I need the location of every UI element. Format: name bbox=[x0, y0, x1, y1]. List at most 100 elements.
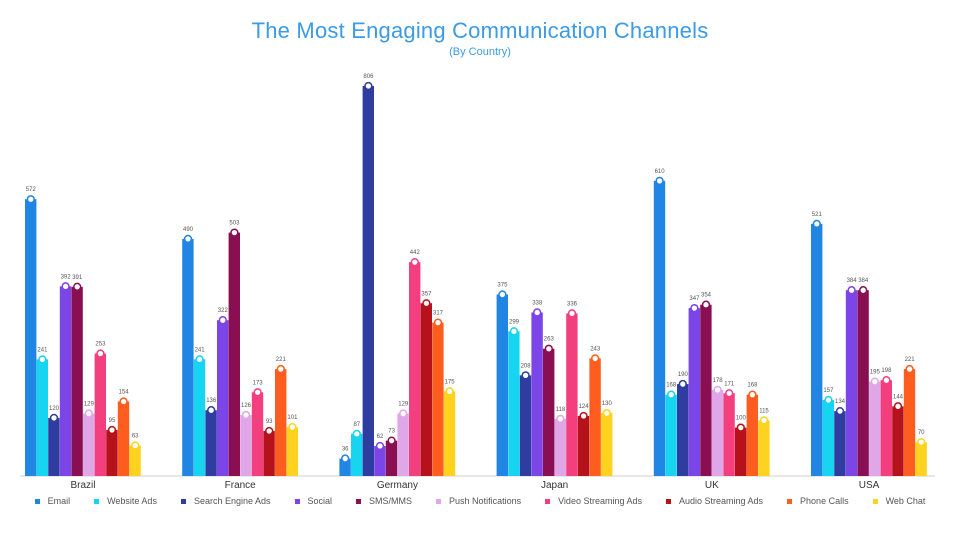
legend-item: Video Streaming Ads bbox=[545, 496, 642, 506]
data-label: 129 bbox=[398, 402, 409, 408]
legend-swatch bbox=[356, 498, 362, 504]
bar-uk-1 bbox=[665, 394, 677, 476]
data-label: 93 bbox=[266, 419, 273, 425]
bar-france-2 bbox=[205, 410, 217, 476]
legend-item: SMS/MMS bbox=[356, 496, 412, 506]
legend-label: Phone Calls bbox=[800, 496, 849, 506]
data-label: 610 bbox=[655, 169, 666, 175]
legend-item: Social bbox=[294, 496, 332, 506]
data-label: 391 bbox=[72, 275, 83, 281]
legend-swatch bbox=[294, 498, 300, 504]
bar-marker bbox=[131, 441, 140, 450]
bar-marker bbox=[498, 290, 507, 299]
bar-marker bbox=[445, 387, 454, 396]
bar-marker bbox=[812, 219, 821, 229]
bar-marker bbox=[567, 309, 577, 318]
data-label: 503 bbox=[229, 221, 240, 227]
bar-marker bbox=[736, 423, 745, 432]
bar-marker bbox=[341, 454, 350, 463]
bar-marker bbox=[288, 422, 297, 432]
bar-japan-5 bbox=[554, 418, 566, 476]
bar-marker bbox=[73, 282, 82, 291]
bar-marker bbox=[759, 416, 769, 425]
legend-swatch bbox=[94, 498, 100, 504]
bar-usa-9 bbox=[915, 442, 927, 476]
bar-japan-7 bbox=[577, 416, 590, 476]
bar-japan-9 bbox=[601, 413, 613, 476]
category-label: Germany bbox=[377, 480, 418, 491]
legend-label: SMS/MMS bbox=[369, 496, 413, 506]
bar-france-4 bbox=[228, 232, 240, 476]
bar-marker bbox=[410, 257, 419, 267]
data-label: 168 bbox=[747, 383, 758, 389]
bar-brazil-8 bbox=[117, 401, 130, 476]
bar-france-6 bbox=[251, 392, 264, 476]
bar-brazil-4 bbox=[71, 286, 83, 476]
bar-marker bbox=[399, 409, 408, 418]
bar-marker bbox=[667, 390, 676, 399]
data-label: 144 bbox=[893, 394, 904, 400]
bar-japan-1 bbox=[508, 331, 520, 476]
bar-marker bbox=[265, 426, 274, 436]
data-label: 357 bbox=[421, 291, 432, 297]
bar-germany-2 bbox=[362, 86, 374, 476]
data-label: 115 bbox=[759, 408, 769, 414]
bar-uk-6 bbox=[723, 393, 735, 476]
bar-marker bbox=[387, 436, 396, 445]
data-label: 195 bbox=[870, 370, 881, 376]
legend-label: Video Streaming Ads bbox=[558, 496, 642, 506]
bar-marker bbox=[701, 300, 711, 309]
legend-label: Web Chat bbox=[885, 496, 926, 506]
bar-marker bbox=[183, 234, 193, 244]
legend-swatch bbox=[34, 498, 40, 504]
data-label: 263 bbox=[544, 337, 555, 343]
bar-france-1 bbox=[193, 359, 206, 476]
bar-marker bbox=[26, 195, 35, 204]
bar-marker bbox=[84, 409, 93, 418]
bar-marker bbox=[893, 402, 903, 411]
legend-label: Website Ads bbox=[107, 496, 157, 506]
legend-item: Web Chat bbox=[872, 496, 926, 506]
data-label: 178 bbox=[713, 378, 724, 384]
bar-marker bbox=[678, 379, 687, 389]
data-label: 490 bbox=[183, 227, 194, 233]
category-label: Brazil bbox=[70, 480, 95, 491]
bar-marker bbox=[847, 286, 856, 295]
legend-item: Phone Calls bbox=[787, 496, 849, 506]
data-label: 354 bbox=[701, 293, 712, 299]
bar-marker bbox=[556, 414, 565, 424]
bar-brazil-9 bbox=[129, 445, 141, 476]
data-label: 243 bbox=[590, 346, 601, 352]
data-label: 95 bbox=[109, 418, 116, 424]
data-label: 384 bbox=[847, 278, 858, 284]
bar-japan-6 bbox=[566, 313, 578, 476]
data-label: 384 bbox=[858, 278, 869, 284]
bar-marker bbox=[579, 411, 588, 421]
bar-uk-9 bbox=[758, 420, 770, 476]
bar-marker bbox=[725, 389, 734, 398]
category-label: Japan bbox=[541, 480, 568, 491]
data-label: 375 bbox=[497, 283, 508, 289]
data-label: 130 bbox=[602, 401, 613, 407]
legend-swatch bbox=[545, 498, 551, 504]
bar-marker bbox=[61, 282, 70, 291]
bar-france-8 bbox=[275, 369, 287, 476]
data-label: 63 bbox=[132, 434, 139, 440]
bar-marker bbox=[521, 371, 530, 380]
legend-swatch bbox=[436, 498, 442, 504]
data-label: 134 bbox=[835, 399, 846, 405]
data-label: 208 bbox=[521, 363, 532, 369]
data-label: 175 bbox=[445, 379, 456, 385]
data-label: 129 bbox=[84, 402, 95, 408]
bar-brazil-5 bbox=[83, 413, 95, 476]
bar-japan-4 bbox=[543, 348, 555, 476]
bar-germany-4 bbox=[385, 440, 398, 476]
bar-marker bbox=[218, 316, 227, 325]
data-label: 442 bbox=[410, 250, 421, 256]
bar-usa-6 bbox=[880, 380, 892, 476]
bar-japan-8 bbox=[589, 358, 601, 476]
bar-marker bbox=[230, 228, 239, 237]
data-label: 253 bbox=[95, 342, 106, 348]
legend-label: Push Notifications bbox=[449, 496, 522, 506]
